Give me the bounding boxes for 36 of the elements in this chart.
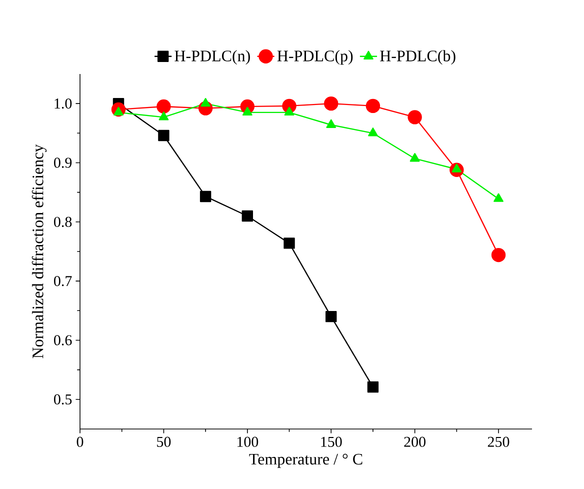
x-tick-label: 150 — [321, 436, 342, 447]
y-tick-label: 0.6 — [54, 335, 72, 346]
x-axis-title: Temperature / ° C — [249, 454, 362, 468]
point — [158, 130, 170, 142]
point — [284, 106, 294, 116]
point — [242, 210, 254, 222]
point — [158, 112, 169, 120]
x-tick-label: 0 — [76, 436, 84, 447]
point — [410, 153, 420, 162]
point — [366, 98, 380, 114]
y-tick-label: 1.0 — [54, 98, 72, 109]
point — [367, 381, 379, 393]
point — [368, 128, 378, 136]
point — [324, 96, 338, 111]
point — [200, 190, 212, 202]
y-tick-label: 0.5 — [54, 394, 72, 405]
legend-label: H-PDLC(n) — [174, 50, 250, 65]
point — [326, 119, 336, 128]
x-tick-label: 250 — [488, 436, 510, 447]
point — [491, 248, 506, 262]
x-tick-label: 100 — [237, 436, 258, 447]
point — [200, 98, 210, 107]
y-tick-label: 0.7 — [54, 276, 72, 286]
point — [494, 193, 504, 202]
legend-label: H-PDLC(b) — [380, 50, 456, 65]
x-tick-label: 50 — [157, 436, 171, 447]
point — [408, 110, 422, 124]
y-axis-title: Normalized diffraction efficiency — [32, 144, 47, 358]
point — [242, 106, 252, 116]
y-tick-label: 0.8 — [54, 216, 72, 228]
point — [326, 310, 337, 322]
y-tick-label: 0.9 — [54, 158, 72, 168]
legend-label: H-PDLC(p) — [277, 50, 353, 65]
point — [284, 238, 295, 249]
point — [156, 99, 171, 114]
x-tick-label: 200 — [404, 436, 426, 447]
